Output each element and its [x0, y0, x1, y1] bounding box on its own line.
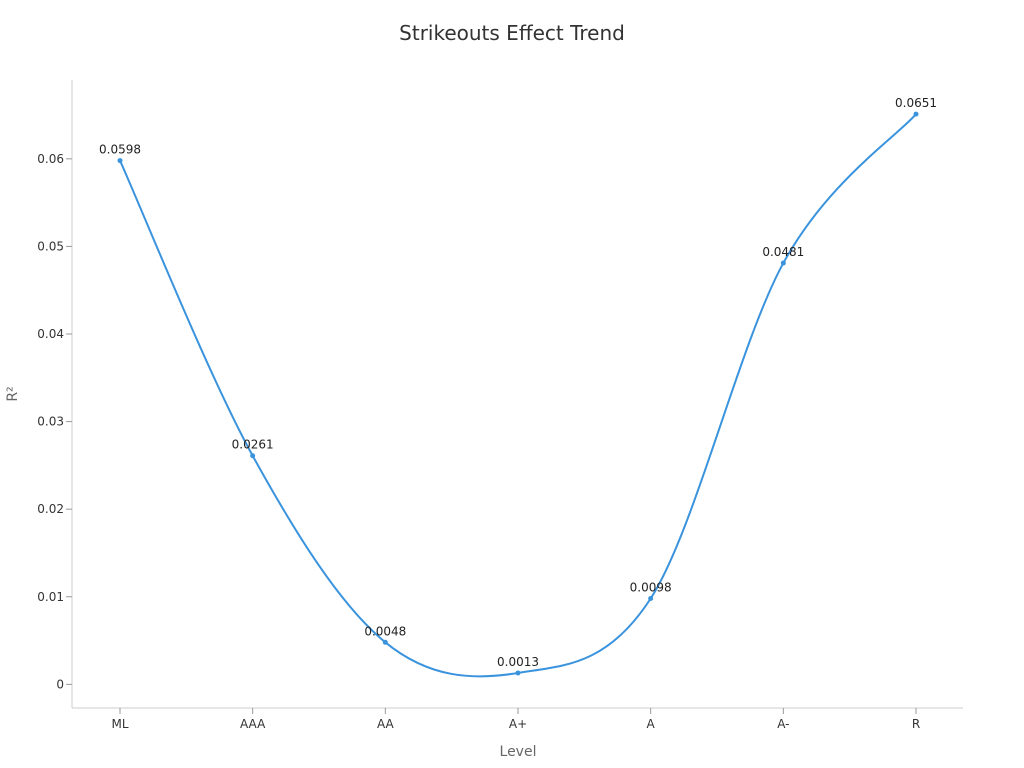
data-point: [117, 158, 123, 164]
data-label: 0.0048: [364, 624, 406, 638]
data-label: 0.0651: [895, 96, 937, 110]
data-point: [515, 670, 521, 676]
x-tick-label: AAA: [240, 717, 266, 731]
x-tick-label: A: [647, 717, 656, 731]
y-axis-label: R²: [5, 386, 21, 401]
x-tick-label: AA: [377, 717, 395, 731]
y-ticks: 0 0.01 0.02 0.03 0.04 0.05 0.06: [37, 152, 72, 691]
data-label: 0.0481: [762, 245, 804, 259]
data-label: 0.0261: [232, 438, 274, 452]
data-labels: 0.0598 0.0261 0.0048 0.0013 0.0098 0.0481 0.06…: [99, 96, 937, 669]
x-ticks: ML AAA AA A+ A A- R: [111, 708, 920, 731]
data-point: [913, 111, 919, 117]
x-tick-label: A-: [777, 717, 789, 731]
data-label: 0.0598: [99, 143, 141, 157]
x-tick-label: A+: [509, 717, 527, 731]
y-tick-label: 0.04: [37, 327, 64, 341]
data-point: [382, 639, 388, 645]
y-tick-label: 0.06: [37, 152, 64, 166]
y-tick-label: 0: [56, 677, 64, 691]
y-tick-label: 0.01: [37, 590, 64, 604]
data-point: [780, 260, 786, 266]
data-label: 0.0013: [497, 655, 539, 669]
y-tick-label: 0.05: [37, 239, 64, 253]
y-tick-label: 0.02: [37, 502, 64, 516]
data-label: 0.0098: [630, 581, 672, 595]
data-points: [117, 111, 919, 676]
series-line: [119, 113, 917, 678]
data-point: [648, 596, 654, 602]
data-point: [250, 453, 256, 459]
x-tick-label: ML: [111, 717, 128, 731]
chart-title: Strikeouts Effect Trend: [399, 21, 625, 45]
x-tick-label: R: [912, 717, 920, 731]
x-axis-label: Level: [500, 744, 537, 760]
y-tick-label: 0.03: [37, 415, 64, 429]
